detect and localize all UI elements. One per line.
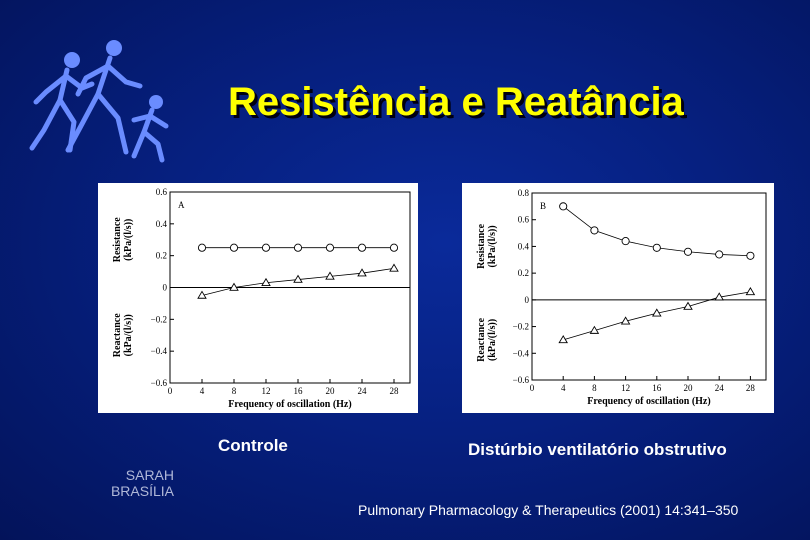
y-axis-label-resistance: (kPa/(l/s)): [487, 225, 498, 267]
x-tick-label: 4: [561, 383, 566, 393]
resistance-point: [715, 250, 724, 259]
resistance-point: [683, 247, 693, 256]
resistance-point: [652, 243, 661, 252]
resistance-point: [261, 243, 271, 252]
y-tick-label: 0: [163, 283, 168, 293]
reactance-point: [589, 325, 600, 334]
reactance-point: [197, 290, 207, 299]
x-tick-label: 0: [530, 383, 535, 393]
resistance-point: [389, 243, 399, 252]
running-figures-logo: [29, 40, 169, 163]
x-tick-label: 28: [390, 386, 400, 396]
resistance-point: [293, 243, 303, 252]
institution-line-2: BRASÍLIA: [110, 483, 174, 499]
chart-panel-b: 0.8 0.6 0.4 0.2 0 −0.2 −0.4 −0.6 0 4 8 12 16 20 24 28 Fr…: [462, 183, 774, 413]
y-tick-label: −0.6: [513, 375, 530, 385]
x-tick-label: 8: [592, 383, 597, 393]
resistance-point: [621, 237, 630, 246]
y-tick-label: 0.2: [156, 251, 167, 261]
reactance-point: [683, 301, 693, 310]
y-tick-label: 0.4: [156, 219, 168, 229]
reactance-point: [558, 335, 568, 344]
reactance-point: [389, 263, 399, 272]
y-tick-label: 0.4: [518, 241, 530, 251]
reactance-point: [357, 268, 367, 277]
x-tick-label: 16: [652, 383, 662, 393]
chart-panel-a: 0.6 0.4 0.2 0 −0.2 −0.4 −0.6 0 4 8 12 16 20 24 28 Frequ…: [98, 183, 418, 413]
y-axis-label-resistance: (kPa/(l/s)): [123, 219, 134, 261]
x-tick-label: 24: [358, 386, 368, 396]
x-tick-label: 24: [715, 383, 725, 393]
x-axis-label: Frequency of oscillation (Hz): [228, 399, 351, 410]
panel-label: B: [540, 201, 546, 211]
x-axis-label: Frequency of oscillation (Hz): [587, 396, 710, 407]
y-tick-label: −0.4: [151, 346, 168, 356]
resistance-point: [229, 243, 239, 252]
resistance-point: [325, 243, 335, 252]
x-tick-label: 12: [621, 383, 630, 393]
y-tick-label: 0.8: [518, 188, 530, 198]
institution-label: SARAH BRASÍLIA: [82, 467, 174, 499]
x-tick-label: 20: [326, 386, 336, 396]
slide-title: Resistência e Reatância: [228, 80, 684, 124]
resistance-point: [197, 243, 207, 252]
y-tick-label: 0.6: [156, 187, 168, 197]
y-axis-label-resistance: Resistance: [112, 217, 123, 263]
y-tick-label: −0.4: [513, 348, 530, 358]
x-tick-label: 0: [168, 386, 173, 396]
resistance-point: [590, 226, 599, 235]
reactance-point: [293, 274, 303, 283]
y-axis-label-reactance: (kPa/(l/s)): [123, 314, 134, 356]
y-tick-label: 0: [525, 295, 530, 305]
chart-b-svg: 0.80.60.40.20−0.2−0.4−0.60 4 8 12 16 20 24 28Fr…: [476, 188, 767, 407]
y-axis-label-reactance: (kPa/(l/s)): [487, 319, 498, 361]
institution-line-1: SARAH: [125, 467, 174, 483]
x-tick-label: 16: [294, 386, 304, 396]
y-tick-label: 0.6: [518, 215, 530, 225]
plot-frame: [531, 192, 767, 381]
reactance-point: [229, 282, 239, 291]
y-axis-label-reactance: Reactance: [112, 313, 123, 357]
x-tick-label: 20: [684, 383, 694, 393]
y-axis-label-reactance: Reactance: [476, 317, 487, 361]
x-tick-label: 8: [232, 386, 237, 396]
resistance-point: [559, 202, 568, 211]
reactance-point: [745, 286, 756, 296]
y-axis-label-resistance: Resistance: [476, 223, 487, 269]
reactance-point: [325, 271, 335, 280]
reactance-point: [652, 308, 662, 317]
y-tick-label: −0.2: [151, 314, 167, 324]
resistance-point: [746, 251, 755, 260]
reactance-point: [620, 316, 631, 325]
y-tick-label: −0.6: [151, 378, 168, 388]
x-tick-label: 12: [262, 386, 271, 396]
caption-left: Controle: [218, 436, 288, 455]
x-tick-label: 28: [746, 383, 756, 393]
resistance-point: [357, 243, 367, 252]
caption-right: Distúrbio ventilatório obstrutivo: [468, 440, 727, 459]
reference-citation: Pulmonary Pharmacology & Therapeutics (2…: [358, 502, 739, 518]
panel-label: A: [178, 200, 185, 210]
reactance-point: [261, 277, 271, 286]
chart-a-svg: 0.60.40.20−0.2−0.4−0.60 4 8 12 16 20 24 28Frequ…: [112, 187, 411, 410]
y-tick-label: −0.2: [513, 322, 529, 332]
y-tick-label: 0.2: [518, 268, 529, 278]
x-tick-label: 4: [200, 386, 205, 396]
reactance-point: [714, 292, 724, 301]
